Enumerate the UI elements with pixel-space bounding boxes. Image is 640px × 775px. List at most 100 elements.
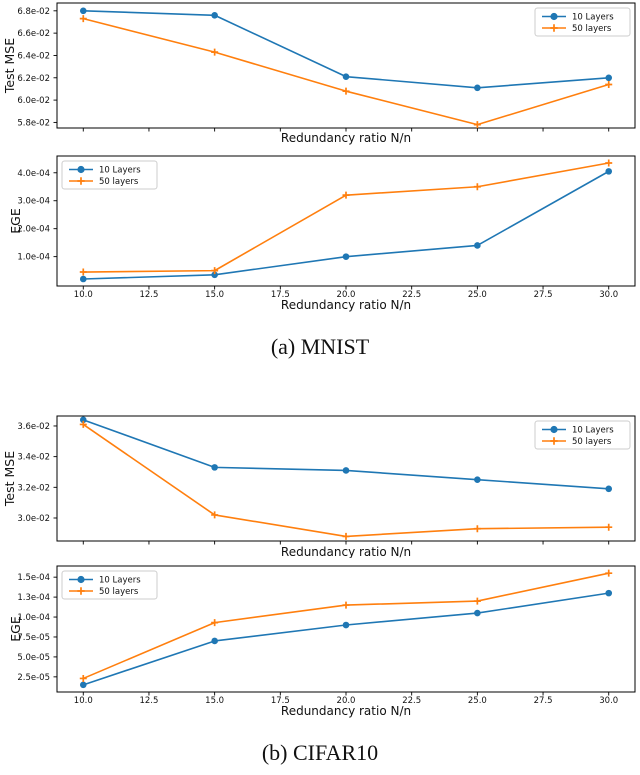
data-point-marker: [77, 575, 85, 584]
data-point-marker: [211, 48, 219, 56]
legend-label: 50 layers: [99, 587, 139, 597]
data-point-marker: [473, 525, 481, 533]
data-point-marker: [79, 268, 87, 276]
x-tick-label: 22.5: [402, 696, 421, 706]
data-point-marker: [474, 84, 481, 92]
x-axis-label: Redundancy ratio N/n: [281, 298, 411, 312]
data-point-marker: [211, 464, 218, 471]
y-tick-label: 6.8e-02: [17, 7, 50, 17]
data-point-marker: [605, 589, 613, 597]
x-tick-label: 27.5: [534, 290, 553, 300]
x-tick-label: 12.5: [139, 696, 158, 706]
y-tick-label: 5.8e-02: [17, 118, 50, 128]
y-tick-label: 6.6e-02: [17, 29, 50, 39]
data-point-marker: [342, 253, 350, 260]
y-tick-label: 6.2e-02: [17, 74, 50, 84]
y-tick-label: 5.0e-05: [17, 653, 50, 663]
x-tick-label: 10.0: [74, 696, 93, 706]
data-point-marker: [550, 425, 558, 434]
data-point-marker: [342, 532, 350, 540]
data-point-marker: [79, 681, 87, 689]
y-tick-label: 6.0e-02: [17, 96, 50, 106]
x-tick-label: 12.5: [139, 290, 158, 300]
y-tick-label: 3.6e-02: [17, 422, 50, 432]
data-point-marker: [211, 637, 218, 645]
data-point-marker: [211, 511, 219, 519]
data-point-marker: [77, 177, 85, 185]
y-tick-label: 3.0e-02: [17, 514, 50, 524]
y-tick-label: 2.0e-04: [17, 225, 50, 235]
data-point-marker: [605, 74, 613, 82]
data-point-marker: [550, 12, 558, 21]
legend-box: [534, 7, 631, 37]
data-point-marker: [342, 87, 350, 95]
y-tick-label: 3.2e-02: [17, 483, 50, 493]
x-tick-label: 27.5: [534, 696, 553, 706]
data-point-marker: [473, 597, 481, 605]
x-tick-label: 25.0: [468, 290, 487, 300]
data-point-marker: [474, 242, 481, 249]
y-axis-label: Test MSE: [2, 38, 17, 94]
data-point-marker: [342, 467, 350, 474]
x-axis-label: Redundancy ratio N/n: [281, 704, 411, 718]
y-tick-label: 1.0e-04: [17, 253, 50, 263]
y-tick-label: 1.0e-04: [17, 613, 50, 623]
data-point-marker: [605, 485, 613, 493]
caption-mnist: (a) MNIST: [270, 334, 370, 359]
chart-mnist-test-mse: 6.8e-02 6.6e-02 6.4e-02 6.2e-02 6.0e-02 5.8e-…: [2, 2, 636, 145]
data-point-marker: [79, 275, 87, 283]
legend-label: 50 layers: [572, 24, 612, 34]
x-tick-label: 17.5: [271, 696, 290, 706]
data-point-marker: [211, 619, 219, 627]
y-tick-label: 3.0e-04: [17, 197, 50, 207]
legend-label: 10 Layers: [572, 13, 614, 23]
data-point-marker: [342, 73, 350, 80]
x-tick-label: 20.0: [337, 696, 356, 706]
x-tick-label: 15.0: [205, 696, 224, 706]
data-point-marker: [605, 168, 613, 175]
data-point-marker: [342, 601, 350, 609]
x-axis-label: Redundancy ratio N/n: [281, 131, 411, 145]
y-tick-label: 1.3e-04: [17, 593, 50, 603]
y-tick-label: 2.5e-05: [17, 673, 50, 683]
data-point-marker: [77, 165, 85, 174]
data-point-marker: [605, 523, 613, 531]
legend-box: [534, 420, 631, 450]
x-tick-label: 10.0: [74, 290, 93, 300]
x-tick-label: 20.0: [337, 290, 356, 300]
caption-cifar10: (b) CIFAR10: [261, 740, 379, 765]
legend-box: [61, 160, 158, 190]
x-axis-label: Redundancy ratio N/n: [281, 545, 411, 558]
y-tick-label: 7.5e-05: [17, 633, 50, 643]
legend-label: 10 Layers: [99, 166, 141, 176]
data-point-marker: [474, 609, 481, 617]
data-point-marker: [605, 569, 613, 577]
data-point-marker: [79, 420, 87, 428]
legend-label: 50 layers: [99, 177, 139, 187]
y-tick-label: 6.4e-02: [17, 51, 50, 61]
x-tick-label: 22.5: [402, 290, 421, 300]
y-tick-label: 1.5e-04: [17, 573, 50, 583]
data-point-marker: [605, 80, 613, 88]
data-point-marker: [473, 121, 481, 129]
y-axis-label: EGE: [8, 616, 23, 642]
x-tick-label: 30.0: [599, 696, 618, 706]
chart-mnist-ege: 4.0e-04 3.0e-04 2.0e-04 1.0e-04 10.0 12.5 15.0…: [8, 155, 636, 312]
x-tick-label: 25.0: [468, 696, 487, 706]
data-point-marker: [79, 7, 87, 15]
data-point-marker: [342, 191, 350, 199]
data-point-marker: [342, 621, 350, 629]
x-tick-label: 15.0: [205, 290, 224, 300]
data-point-marker: [473, 183, 481, 191]
data-point-marker: [211, 267, 219, 275]
legend-box: [61, 570, 158, 600]
chart-cifar10-test-mse: 3.6e-02 3.4e-02 3.2e-02 3.0e-02 Redundancy r…: [2, 415, 636, 558]
legend-label: 10 Layers: [99, 576, 141, 586]
chart-cifar10-ege: 1.5e-04 1.3e-04 1.0e-04 7.5e-05 5.0e-05 2.5e-…: [8, 565, 636, 718]
y-axis-label: Test MSE: [2, 451, 17, 507]
